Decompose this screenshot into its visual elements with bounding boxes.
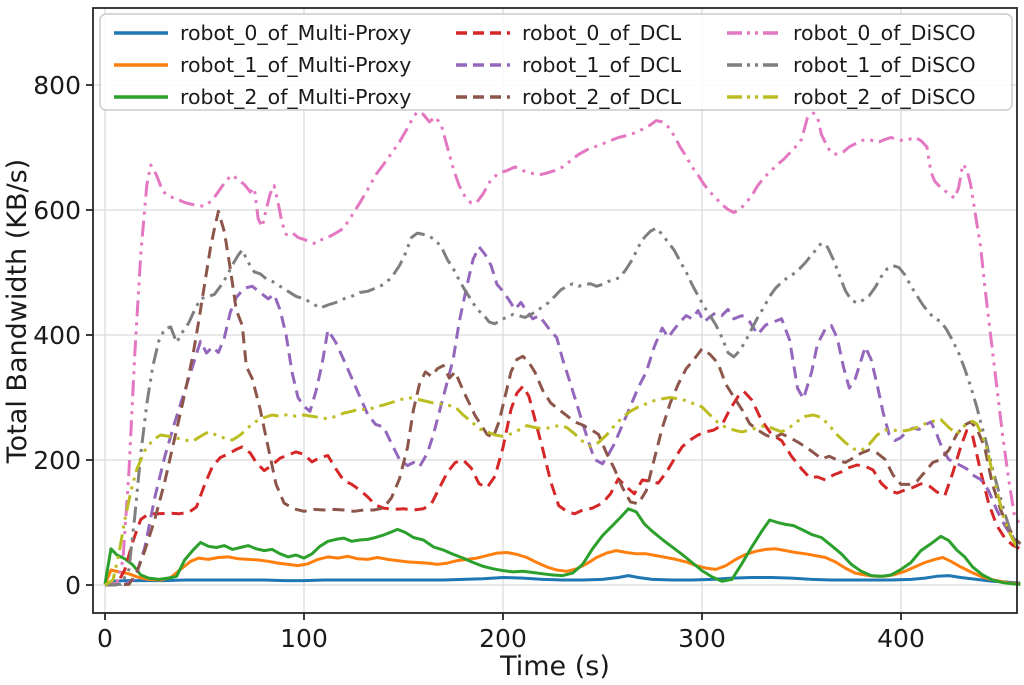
legend-entry: robot_2_of_DiSCO (727, 85, 976, 110)
legend-label: robot_1_of_DCL (522, 53, 682, 78)
y-axis-label: Total Bandwidth (KB/s) (2, 159, 33, 464)
legend-label: robot_1_of_Multi-Proxy (180, 53, 411, 78)
x-tick-label: 400 (877, 624, 925, 653)
series-line-robot_2_of_Multi-Proxy (103, 507, 1021, 586)
legend-entry: robot_1_of_Multi-Proxy (114, 53, 411, 78)
series-line-robot_0_of_Multi-Proxy (104, 574, 1021, 586)
legend-entry: robot_2_of_Multi-Proxy (114, 85, 411, 110)
legend-entry: robot_0_of_DiSCO (727, 21, 976, 46)
x-tick-label: 0 (97, 624, 113, 653)
legend-label: robot_2_of_Multi-Proxy (180, 85, 411, 110)
legend-entry: robot_2_of_DCL (456, 85, 682, 110)
x-axis-label: Time (s) (499, 651, 610, 681)
legend-label: robot_0_of_Multi-Proxy (180, 21, 411, 46)
series-line-robot_2_of_DiSCO (104, 396, 1022, 587)
tick-layer: 0 100 200 300 400 0 200 400 600 800 (33, 71, 925, 653)
legend-entry: robot_0_of_Multi-Proxy (114, 21, 411, 46)
x-tick-label: 300 (678, 624, 726, 653)
legend-label: robot_1_of_DiSCO (793, 53, 976, 78)
series-line-robot_0_of_DiSCO (104, 110, 1022, 587)
series-line-robot_2_of_DCL (104, 209, 1022, 587)
axes-frame-layer (92, 7, 1018, 614)
legend-entry: robot_1_of_DiSCO (727, 53, 976, 78)
axes-frame (92, 7, 1018, 614)
series-line-robot_1_of_DCL (104, 245, 1022, 587)
y-tick-label: 400 (33, 321, 81, 350)
legend-label: robot_2_of_DCL (522, 85, 682, 110)
legend-label: robot_0_of_DCL (522, 21, 682, 46)
legend-entry: robot_0_of_DCL (456, 21, 682, 46)
series-line-robot_0_of_DCL (104, 384, 1022, 587)
y-tick-label: 0 (65, 571, 81, 600)
y-tick-label: 200 (33, 446, 81, 475)
series-line-robot_1_of_DiSCO (104, 226, 1022, 587)
series-layer (103, 110, 1022, 587)
legend-entry: robot_1_of_DCL (456, 53, 682, 78)
y-tick-label: 600 (33, 196, 81, 225)
legend-box (99, 13, 1013, 111)
legend-label: robot_0_of_DiSCO (793, 21, 976, 46)
legend: robot_0_of_Multi-Proxy robot_1_of_Multi-P… (99, 13, 1013, 111)
x-tick-label: 100 (280, 624, 328, 653)
legend-label: robot_2_of_DiSCO (793, 85, 976, 110)
y-tick-label: 800 (33, 71, 81, 100)
x-tick-label: 200 (479, 624, 527, 653)
